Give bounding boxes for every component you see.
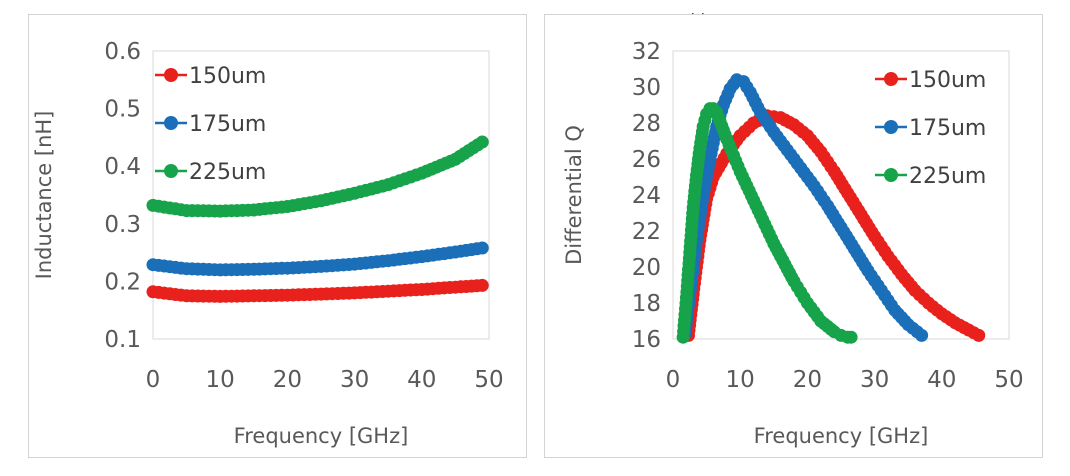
x-tick-label: 10 — [726, 367, 755, 393]
x-tick-label: 30 — [860, 367, 889, 393]
y-axis-title: Differential Q — [562, 125, 586, 265]
x-tick-label: 10 — [206, 367, 235, 393]
y-tick-label: 0.1 — [104, 327, 141, 353]
x-tick-label: 0 — [666, 367, 681, 393]
data-point-175um — [475, 241, 489, 255]
legend-marker-225um — [884, 168, 898, 182]
legend-label-225um: 225um — [909, 164, 986, 189]
data-point-225um — [475, 135, 489, 149]
inductance-chart-panel: 0.1 0.2 0.3 0.4 0.5 0.6 0 10 20 30 40 50 Frequency [… — [28, 14, 527, 458]
y-tick-label: 30 — [632, 75, 661, 101]
legend-label-175um: 175um — [189, 112, 266, 137]
x-axis-title: Frequency [GHz] — [234, 424, 409, 448]
x-tick-label: 0 — [146, 367, 161, 393]
y-tick-label: 0.2 — [104, 269, 141, 295]
y-tick-label: 20 — [632, 255, 661, 281]
y-tick-label: 24 — [632, 183, 661, 209]
legend-marker-225um — [164, 164, 178, 178]
x-tick-label: 40 — [927, 367, 956, 393]
x-tick-label: 40 — [407, 367, 436, 393]
legend-label-150um: 150um — [909, 68, 986, 93]
x-tick-label: 50 — [474, 367, 503, 393]
y-tick-label: 22 — [632, 219, 661, 245]
y-tick-label: 18 — [632, 291, 661, 317]
legend-label-175um: 175um — [909, 116, 986, 141]
x-tick-label: 20 — [273, 367, 302, 393]
x-tick-label: 20 — [793, 367, 822, 393]
y-tick-label: 0.3 — [104, 212, 141, 238]
legend-marker-175um — [884, 120, 898, 134]
y-tick-label: 0.6 — [104, 39, 141, 65]
plot-area — [152, 50, 490, 340]
legend-marker-150um — [884, 72, 898, 86]
legend-marker-175um — [164, 116, 178, 130]
x-tick-label: 30 — [340, 367, 369, 393]
y-tick-label: 0.5 — [104, 97, 141, 123]
y-tick-label: 26 — [632, 147, 661, 173]
y-axis-title: Inductance [nH] — [32, 111, 56, 280]
legend-label-225um: 225um — [189, 160, 266, 185]
data-point-225um — [844, 330, 858, 344]
y-tick-label: 16 — [632, 327, 661, 353]
legend-marker-150um — [164, 68, 178, 82]
differential-q-chart-panel: 16 18 20 22 24 26 28 30 32 0 10 20 30 40 50 Frequency [… — [544, 14, 1043, 458]
inductance-chart: 0.1 0.2 0.3 0.4 0.5 0.6 0 10 20 30 40 50 Frequency [… — [32, 39, 504, 448]
data-point-150um — [475, 278, 489, 292]
y-tick-label: 0.4 — [104, 154, 141, 180]
data-point-175um — [915, 328, 929, 342]
y-tick-label: 28 — [632, 111, 661, 137]
x-axis-title: Frequency [GHz] — [754, 424, 929, 448]
legend-label-150um: 150um — [189, 64, 266, 89]
differential-q-chart: 16 18 20 22 24 26 28 30 32 0 10 20 30 40 50 Frequency [… — [562, 39, 1024, 448]
x-tick-label: 50 — [994, 367, 1023, 393]
data-point-150um — [972, 328, 986, 342]
y-tick-label: 32 — [632, 39, 661, 65]
